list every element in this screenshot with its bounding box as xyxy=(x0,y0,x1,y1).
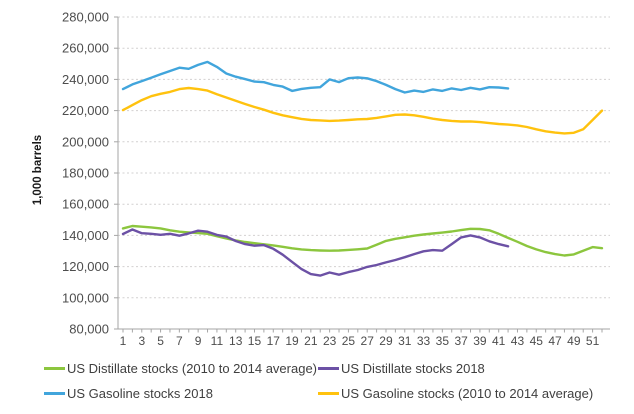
legend-item-2: US Gasoline stocks 2018 xyxy=(44,385,213,401)
legend-marker xyxy=(318,391,339,395)
legend-item-0: US Distillate stocks (2010 to 2014 avera… xyxy=(44,360,317,376)
x-tick-label: 37 xyxy=(454,334,468,348)
legend-label: US Distillate stocks 2018 xyxy=(341,360,485,376)
x-tick-label: 13 xyxy=(229,334,243,348)
series-line-0 xyxy=(121,224,604,257)
y-tick-label: 240,000 xyxy=(62,72,109,87)
legend-marker xyxy=(318,366,339,370)
y-tick-label: 140,000 xyxy=(62,228,109,243)
legend-label: US Distillate stocks (2010 to 2014 avera… xyxy=(67,360,318,376)
y-tick-label: 160,000 xyxy=(62,197,109,212)
x-tick-label: 17 xyxy=(267,334,281,348)
x-tick-label: 21 xyxy=(304,334,318,348)
x-tick-label: 25 xyxy=(342,334,356,348)
y-tick-label: 180,000 xyxy=(62,166,109,181)
legend-marker xyxy=(44,366,65,370)
x-tick-label: 47 xyxy=(548,334,562,348)
y-tick-label: 220,000 xyxy=(62,103,109,118)
x-tick-label: 27 xyxy=(361,334,375,348)
series-line-3 xyxy=(121,86,604,135)
x-tick-label: 43 xyxy=(511,334,525,348)
legend-marker xyxy=(44,391,65,395)
series-line-2 xyxy=(121,60,510,94)
x-tick-label: 7 xyxy=(176,334,183,348)
legend-item-3: US Gasoline stocks (2010 to 2014 average… xyxy=(318,385,593,401)
y-tick-label: 100,000 xyxy=(62,290,109,305)
series-line-1 xyxy=(121,228,510,277)
legend-label: US Gasoline stocks 2018 xyxy=(67,385,213,401)
x-tick-label: 35 xyxy=(436,334,450,348)
x-tick-label: 39 xyxy=(473,334,487,348)
x-tick-label: 33 xyxy=(417,334,431,348)
legend-label: US Gasoline stocks (2010 to 2014 average… xyxy=(341,385,594,401)
legend-item-1: US Distillate stocks 2018 xyxy=(318,360,485,376)
y-tick-label: 120,000 xyxy=(62,259,109,274)
y-tick-label: 280,000 xyxy=(62,10,109,25)
x-tick-label: 23 xyxy=(323,334,337,348)
y-tick-label: 200,000 xyxy=(62,134,109,149)
x-tick-label: 1 xyxy=(120,334,127,348)
x-tick-label: 41 xyxy=(492,334,506,348)
x-tick-label: 45 xyxy=(530,334,544,348)
x-tick-label: 3 xyxy=(138,334,145,348)
x-tick-label: 11 xyxy=(211,334,224,348)
x-tick-label: 51 xyxy=(586,334,600,348)
x-tick-label: 19 xyxy=(285,334,299,348)
x-tick-label: 5 xyxy=(157,334,164,348)
x-tick-label: 15 xyxy=(248,334,262,348)
x-tick-label: 49 xyxy=(567,334,581,348)
x-tick-label: 31 xyxy=(398,334,412,348)
x-tick-label: 9 xyxy=(195,334,202,348)
y-tick-label: 260,000 xyxy=(62,41,109,56)
x-tick-label: 29 xyxy=(379,334,393,348)
y-tick-label: 80,000 xyxy=(69,322,109,337)
